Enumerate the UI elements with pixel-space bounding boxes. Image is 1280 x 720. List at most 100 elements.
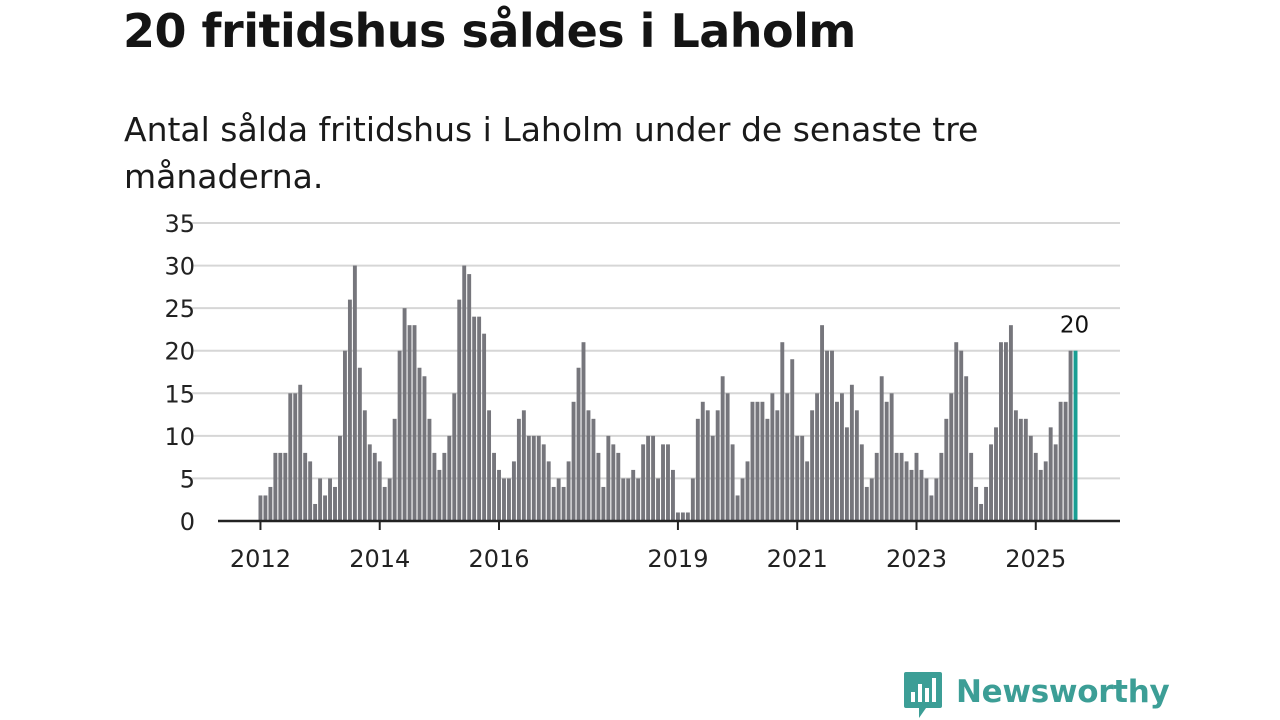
bar xyxy=(884,401,889,521)
bar xyxy=(889,393,894,521)
bar xyxy=(685,512,690,521)
bar xyxy=(974,486,979,521)
bar xyxy=(651,435,656,521)
bar xyxy=(830,350,834,521)
bar xyxy=(934,478,939,521)
bar xyxy=(641,444,646,521)
bar xyxy=(591,418,596,521)
chart-subtitle: Antal sålda fritidshus i Laholm under de… xyxy=(124,110,979,196)
bar xyxy=(810,410,815,521)
bar xyxy=(874,452,879,521)
bar xyxy=(805,461,810,521)
bar xyxy=(596,452,601,521)
bar xyxy=(989,444,993,521)
bar xyxy=(820,325,825,521)
y-tick-label: 5 xyxy=(180,465,195,493)
bar xyxy=(407,325,412,521)
bar xyxy=(631,469,636,521)
bar xyxy=(750,401,755,521)
bar xyxy=(1033,452,1038,521)
chart-title: 20 fritidshus såldes i Laholm xyxy=(123,4,856,58)
bar xyxy=(969,452,974,521)
bar xyxy=(894,452,899,521)
bar xyxy=(263,495,268,521)
bar xyxy=(342,350,347,521)
bar xyxy=(964,376,969,521)
bar xyxy=(695,418,700,521)
bar xyxy=(859,444,864,521)
bar xyxy=(815,393,820,521)
bar xyxy=(675,512,680,521)
bar xyxy=(844,427,849,521)
bar xyxy=(775,410,780,521)
bar xyxy=(790,359,795,521)
bar xyxy=(949,393,954,521)
bar xyxy=(477,316,482,521)
bar-highlight xyxy=(1073,350,1078,521)
bar xyxy=(705,410,710,521)
bar xyxy=(835,401,839,521)
bar xyxy=(293,393,298,521)
y-tick-label: 20 xyxy=(164,338,195,366)
bar xyxy=(367,444,372,521)
bar xyxy=(1058,401,1063,521)
bar xyxy=(561,486,566,521)
bar xyxy=(472,316,477,521)
bar xyxy=(666,444,670,521)
y-axis-tick-labels: 0 5 10 15 20 25 30 35 xyxy=(164,210,195,536)
bar xyxy=(715,410,720,521)
bar xyxy=(328,478,332,521)
bar xyxy=(467,274,472,521)
bar xyxy=(323,495,328,521)
x-tick-label: 2023 xyxy=(886,545,947,573)
bar xyxy=(556,478,561,521)
bar xyxy=(914,452,919,521)
bar xyxy=(661,444,665,521)
bar xyxy=(944,418,949,521)
y-tick-label: 0 xyxy=(180,508,195,536)
brand-logo: Newsworthy xyxy=(902,670,1170,720)
bar xyxy=(904,461,909,521)
bar xyxy=(278,452,283,521)
bar xyxy=(755,401,760,521)
bar xyxy=(725,393,730,521)
bar xyxy=(849,384,854,521)
bar xyxy=(283,452,288,521)
bar xyxy=(546,461,551,521)
bar xyxy=(516,418,521,521)
bar xyxy=(869,478,874,521)
bar xyxy=(646,435,651,521)
bar xyxy=(482,333,487,521)
bar xyxy=(656,478,660,521)
x-tick-label: 2019 xyxy=(647,545,708,573)
bar xyxy=(462,265,467,521)
bar xyxy=(924,478,929,521)
x-tick-label: 2012 xyxy=(230,545,291,573)
bar xyxy=(382,486,387,521)
bar xyxy=(1008,325,1013,521)
bar xyxy=(268,486,273,521)
bar xyxy=(745,461,750,521)
bar xyxy=(412,325,417,521)
y-tick-label: 35 xyxy=(164,210,195,238)
bar xyxy=(999,342,1003,521)
y-tick-label: 10 xyxy=(164,423,195,451)
x-tick-label: 2014 xyxy=(349,545,410,573)
bar xyxy=(422,376,427,521)
bar xyxy=(318,478,323,521)
bar xyxy=(864,486,869,521)
brand-name: Newsworthy xyxy=(956,674,1170,710)
bar xyxy=(994,427,998,521)
bar xyxy=(1028,435,1033,521)
x-tick-label: 2016 xyxy=(468,545,529,573)
bar xyxy=(447,435,452,521)
bar xyxy=(899,452,904,521)
bar xyxy=(1018,418,1023,521)
bar xyxy=(526,435,531,521)
bar xyxy=(377,461,382,521)
bar xyxy=(1004,342,1008,521)
bar xyxy=(298,384,303,521)
x-axis-ticks: 2012 2014 2016 2019 2021 2023 2025 xyxy=(230,521,1066,573)
bar xyxy=(730,444,735,521)
